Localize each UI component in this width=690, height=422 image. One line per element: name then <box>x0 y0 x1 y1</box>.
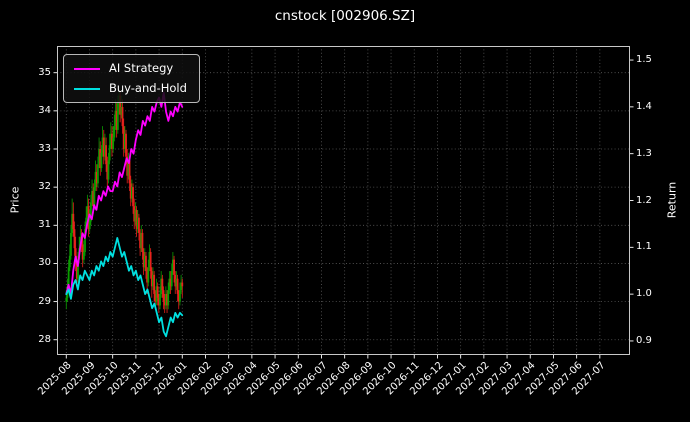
left-axis-label: Price <box>8 186 22 214</box>
y-tick-label-left: 30 <box>38 257 51 269</box>
buy-and-hold-line-swatch <box>74 87 100 90</box>
y-tick-label-right: 1.0 <box>636 288 652 300</box>
legend-label-buy-and-hold: Buy-and-Hold <box>109 81 187 95</box>
ai-strategy-line-swatch <box>74 67 100 70</box>
chart-title: cnstock [002906.SZ] <box>274 8 416 24</box>
y-tick-label-right: 1.4 <box>636 100 652 112</box>
right-axis-label: Return <box>665 181 679 219</box>
y-tick-label-left: 28 <box>38 333 51 345</box>
y-tick-label-left: 34 <box>38 104 51 116</box>
y-tick-label-left: 32 <box>38 181 51 193</box>
y-tick-label-right: 1.5 <box>636 54 652 66</box>
y-tick-label-left: 35 <box>38 66 51 78</box>
y-tick-label-right: 0.9 <box>636 334 652 346</box>
y-tick-label-left: 33 <box>38 143 51 154</box>
y-tick-label-right: 1.3 <box>636 147 652 159</box>
legend-item-buy-and-hold: Buy-and-Hold <box>74 82 187 95</box>
y-tick-label-right: 1.1 <box>636 241 652 253</box>
legend: AI Strategy Buy-and-Hold <box>63 54 200 103</box>
legend-label-ai-strategy: AI Strategy <box>109 61 174 75</box>
legend-item-ai-strategy: AI Strategy <box>74 62 187 75</box>
y-tick-label-right: 1.2 <box>636 194 652 206</box>
y-tick-label-left: 29 <box>38 295 51 307</box>
y-tick-label-left: 31 <box>38 219 51 231</box>
